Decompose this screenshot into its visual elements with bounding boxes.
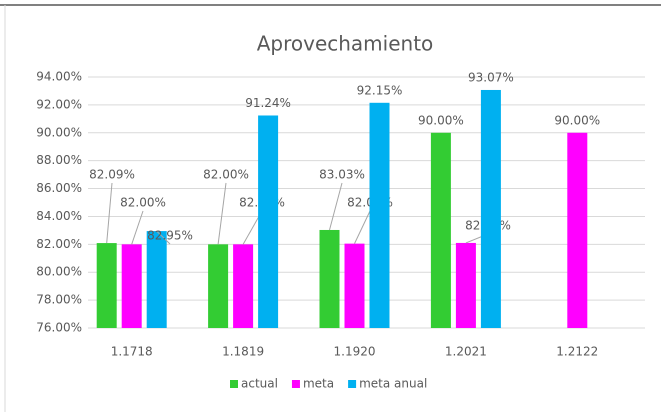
- x-tick-label: 1.2021: [445, 345, 487, 359]
- y-tick-label: 80.00%: [36, 265, 82, 279]
- legend-label: meta anual: [359, 377, 427, 391]
- bar: [96, 243, 117, 328]
- x-tick-label: 1.1920: [334, 345, 376, 359]
- bar: [146, 231, 167, 328]
- bar: [344, 243, 365, 328]
- x-tick-label: 1.1718: [111, 345, 153, 359]
- y-tick-label: 82.00%: [36, 237, 82, 251]
- leader-line: [217, 182, 227, 245]
- bar: [319, 229, 340, 328]
- leader-line: [354, 210, 371, 244]
- legend-label: actual: [241, 377, 278, 391]
- legend-swatch: [291, 380, 300, 388]
- y-tick-label: 90.00%: [36, 125, 82, 139]
- y-tick-label: 86.00%: [36, 181, 82, 195]
- bar: [430, 132, 451, 328]
- bar: [233, 244, 254, 328]
- data-label: 82.00%: [203, 168, 249, 182]
- bar: [258, 115, 279, 328]
- leader-line: [131, 210, 144, 245]
- y-tick-label: 88.00%: [36, 153, 82, 167]
- bar: [121, 244, 142, 328]
- leader-line: [329, 182, 343, 231]
- data-label: 82.00%: [120, 196, 166, 210]
- y-tick-label: 94.00%: [36, 70, 82, 84]
- legend-label: meta: [303, 377, 334, 391]
- data-label: 83.03%: [319, 168, 365, 182]
- data-label: 90.00%: [554, 113, 600, 127]
- x-tick-label: 1.2122: [556, 345, 598, 359]
- data-label: 92.15%: [357, 83, 403, 97]
- legend-swatch: [230, 380, 238, 388]
- bar: [369, 102, 390, 328]
- data-label: 91.24%: [245, 96, 291, 110]
- x-tick-label: 1.1819: [222, 345, 264, 359]
- bar: [455, 242, 476, 328]
- leader-line: [156, 230, 171, 245]
- data-label: 90.00%: [418, 113, 464, 127]
- y-tick-label: 92.00%: [36, 97, 82, 111]
- y-tick-label: 78.00%: [36, 293, 82, 307]
- data-label: 82.09%: [89, 168, 135, 182]
- y-tick-label: 76.00%: [36, 321, 82, 335]
- chart-title: Aprovechamiento: [257, 32, 434, 56]
- legend-swatch: [348, 380, 357, 388]
- data-label: 93.07%: [468, 70, 514, 84]
- bar: [208, 244, 229, 328]
- leader-line: [106, 182, 113, 244]
- bar: [567, 132, 588, 328]
- data-label: 82.95%: [147, 229, 193, 243]
- y-tick-label: 84.00%: [36, 209, 82, 223]
- bar: [480, 89, 501, 329]
